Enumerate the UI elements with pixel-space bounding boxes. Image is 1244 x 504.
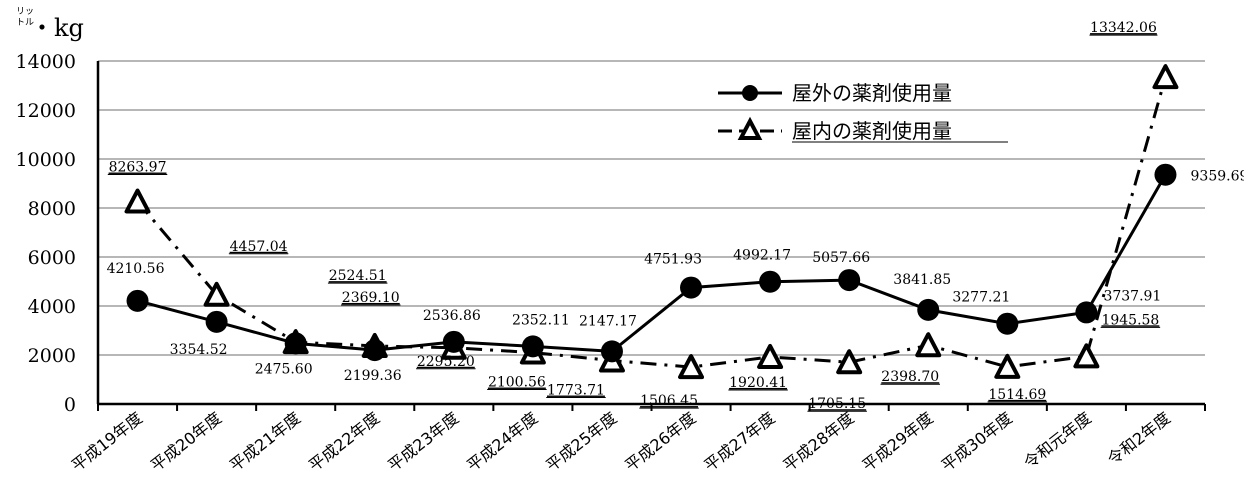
unit-ruby-top: リッ <box>16 7 34 17</box>
axes <box>96 61 1206 411</box>
data-label-outdoor: 3841.85 <box>893 272 951 288</box>
point-outdoor <box>759 270 782 293</box>
x-tick-label: 平成21年度 <box>226 408 304 475</box>
y-tick-label: 10000 <box>16 149 76 171</box>
x-tick-label: 平成28年度 <box>779 408 857 475</box>
y-unit-label: リッ トル ・kg <box>16 7 84 42</box>
point-indoor <box>203 281 230 307</box>
unit-ruby-bottom: トル <box>16 18 34 28</box>
legend-marker-indoor <box>737 116 763 140</box>
point-indoor <box>757 343 784 369</box>
y-tick-label: 14000 <box>16 51 76 73</box>
data-label-indoor: 2295.20 <box>417 354 475 370</box>
data-label-outdoor: 2536.86 <box>423 308 481 324</box>
data-label-outdoor: 4992.17 <box>733 248 791 264</box>
point-outdoor <box>521 335 544 358</box>
point-outdoor <box>1154 163 1177 186</box>
data-label-indoor: 4457.04 <box>230 239 288 255</box>
x-tick-label: 平成24年度 <box>463 408 541 475</box>
x-tick-label: 平成25年度 <box>542 408 620 475</box>
x-tick-label: 平成20年度 <box>147 408 225 475</box>
data-label-outdoor: 2475.60 <box>255 361 313 377</box>
point-indoor <box>1073 343 1100 369</box>
data-label-indoor: 2524.51 <box>329 268 387 284</box>
data-label-indoor: 1506.45 <box>640 393 698 409</box>
data-label-outdoor: 2147.17 <box>579 313 637 329</box>
series-layer <box>124 64 1179 380</box>
point-outdoor <box>996 312 1019 335</box>
point-outdoor <box>126 289 149 312</box>
data-labels: 4210.56 3354.52 2475.60 2199.36 2536.86 2352.… <box>107 20 1244 412</box>
x-tick-label: 平成29年度 <box>859 408 937 475</box>
point-outdoor <box>205 310 228 333</box>
y-tick-label: 4000 <box>28 296 76 318</box>
data-label-outdoor: 4210.56 <box>107 261 165 277</box>
data-label-outdoor: 9359.69 <box>1191 169 1244 185</box>
data-label-outdoor: 2352.11 <box>512 312 570 328</box>
data-label-outdoor: 3354.52 <box>170 342 228 358</box>
data-label-indoor: 13342.06 <box>1090 20 1157 36</box>
gridlines <box>98 60 1205 356</box>
x-tick-label: 平成26年度 <box>621 408 699 475</box>
data-label-outdoor: 3277.21 <box>952 290 1010 306</box>
x-tick-labels: 平成19年度 平成20年度 平成21年度 平成22年度 平成23年度 平成24年度 平成25… <box>68 408 1174 475</box>
y-tick-label: 0 <box>64 394 76 416</box>
x-tick-label: 令和元年度 <box>1020 408 1095 472</box>
x-tick-label: 平成27年度 <box>700 408 778 475</box>
legend: 屋外の薬剤使用量 屋内の薬剤使用量 <box>718 81 1008 143</box>
legend-label-indoor: 屋内の薬剤使用量 <box>792 119 952 143</box>
y-tick-labels: 0 2000 4000 6000 8000 10000 12000 14000 <box>16 51 76 416</box>
point-indoor <box>1152 64 1179 90</box>
point-indoor <box>915 332 942 358</box>
unit-main: ・kg <box>30 14 84 42</box>
data-label-indoor: 1514.69 <box>988 387 1046 403</box>
data-label-indoor: 2369.10 <box>342 290 400 306</box>
data-label-indoor: 2398.70 <box>881 369 939 385</box>
y-tick-label: 2000 <box>28 345 76 367</box>
data-label-indoor: 1920.41 <box>729 375 787 391</box>
legend-marker-outdoor <box>742 85 758 101</box>
y-tick-label: 8000 <box>28 198 76 220</box>
x-tick-label: 令和2年度 <box>1104 408 1174 469</box>
point-outdoor <box>363 339 386 362</box>
x-tick-label: 平成23年度 <box>384 408 462 475</box>
point-outdoor <box>284 332 307 355</box>
point-indoor <box>124 188 151 214</box>
point-outdoor <box>442 330 465 353</box>
data-label-outdoor: 3737.91 <box>1103 288 1161 304</box>
point-outdoor <box>838 269 861 292</box>
series-line-outdoor <box>137 173 1167 353</box>
data-label-indoor: 1945.58 <box>1101 312 1159 328</box>
x-tick-label: 平成22年度 <box>305 408 383 475</box>
data-label-outdoor: 2199.36 <box>344 368 402 384</box>
series-line-indoor <box>136 76 1167 369</box>
x-tick-label: 平成19年度 <box>68 408 146 475</box>
data-label-indoor: 2100.56 <box>488 375 546 391</box>
data-label-outdoor: 4751.93 <box>644 252 702 268</box>
data-label-outdoor: 5057.66 <box>812 250 870 266</box>
point-outdoor <box>680 276 703 299</box>
y-tick-label: 12000 <box>16 100 76 122</box>
point-indoor <box>836 349 863 375</box>
data-label-indoor: 1705.15 <box>808 396 866 412</box>
data-label-indoor: 8263.97 <box>109 160 167 176</box>
y-tick-label: 6000 <box>28 247 76 269</box>
point-indoor <box>994 353 1021 379</box>
point-indoor <box>678 354 705 380</box>
point-outdoor <box>917 298 940 321</box>
legend-label-outdoor: 屋外の薬剤使用量 <box>792 81 952 105</box>
data-label-indoor: 1773.71 <box>547 383 605 399</box>
point-outdoor <box>1075 301 1098 324</box>
point-outdoor <box>600 340 623 363</box>
x-tick-label: 平成30年度 <box>938 408 1016 475</box>
